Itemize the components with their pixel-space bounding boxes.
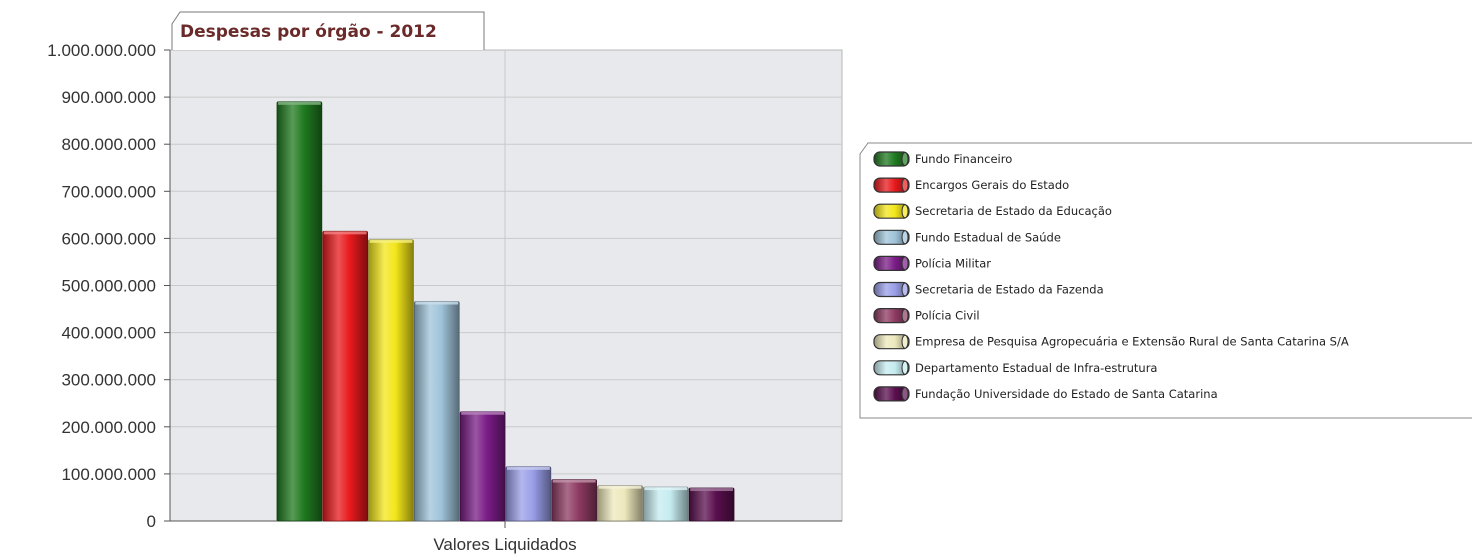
legend-swatch (873, 386, 910, 402)
y-tick-label: 300.000.000 (61, 371, 156, 390)
y-tick-label: 700.000.000 (61, 182, 156, 201)
legend-swatch (873, 229, 910, 245)
legend-swatch (873, 281, 910, 298)
bar-top-highlight (598, 485, 642, 489)
legend-label: Departamento Estadual de Infra-estrutura (915, 361, 1157, 375)
legend-item[interactable]: Fundo Estadual de Saúde (873, 229, 1061, 245)
legend-swatch (873, 334, 910, 350)
bar-top-highlight (369, 239, 413, 243)
legend-swatch-cap (901, 360, 909, 375)
bar-top-highlight (323, 231, 367, 235)
bar-5[interactable] (459, 411, 506, 522)
legend-label: Fundo Estadual de Saúde (915, 230, 1061, 244)
legend-swatch (873, 177, 910, 193)
legend-swatch-cap (901, 386, 909, 401)
legend-label: Encargos Gerais do Estado (915, 178, 1069, 192)
y-tick-label: 900.000.000 (61, 88, 156, 107)
bar-top-highlight (415, 301, 459, 305)
bar-1[interactable] (276, 101, 323, 522)
legend-swatch (873, 203, 910, 219)
legend-swatch-cap (901, 178, 909, 193)
legend-swatch (873, 308, 910, 324)
bar-top-highlight (690, 488, 733, 492)
chart-title: Despesas por órgão - 2012 (180, 22, 437, 42)
legend-swatch (873, 151, 910, 167)
y-tick-label: 1.000.000.000 (47, 41, 156, 60)
legend-item[interactable]: Polícia Civil (873, 308, 980, 324)
y-axis-ticks: 0 100.000.000 200.000.000 300.000.000 400.00… (47, 41, 170, 531)
bar-9[interactable] (643, 486, 689, 522)
legend-swatch-cap (901, 282, 909, 297)
legend-swatch-cap (901, 204, 909, 219)
legend-label: Polícia Civil (915, 309, 980, 323)
legend-label: Secretaria de Estado da Fazenda (915, 283, 1104, 297)
legend-label: Polícia Militar (915, 256, 991, 270)
bar-8[interactable] (597, 485, 643, 522)
legend-swatch-cap (901, 256, 909, 271)
y-tick-label: 500.000.000 (61, 277, 156, 296)
legend-label: Secretaria de Estado da Educação (915, 204, 1112, 218)
y-tick-label: 100.000.000 (61, 465, 156, 484)
legend-item[interactable]: Departamento Estadual de Infra-estrutura (873, 360, 1157, 376)
legend-label: Fundo Financeiro (915, 152, 1012, 166)
bar-top-highlight (552, 479, 596, 483)
legend-swatch (873, 255, 910, 271)
y-tick-label: 400.000.000 (61, 324, 156, 343)
legend-item[interactable]: Encargos Gerais do Estado (873, 177, 1069, 193)
bar-top-highlight (644, 487, 688, 491)
legend-swatch-cap (901, 230, 909, 245)
bar-10[interactable] (688, 487, 735, 522)
y-tick-label: 800.000.000 (61, 135, 156, 154)
x-axis-label: Valores Liquidados (433, 535, 576, 554)
bar-group (276, 101, 735, 522)
legend-swatch-cap (901, 308, 909, 323)
legend-swatch-cap (901, 152, 909, 166)
legend-item[interactable]: Secretaria de Estado da Educação (873, 203, 1112, 219)
y-tick-label: 600.000.000 (61, 229, 156, 248)
legend-item[interactable]: Polícia Militar (873, 255, 991, 271)
bar-top-highlight (278, 101, 321, 105)
bar-top-highlight (507, 466, 550, 470)
legend-swatch (873, 360, 910, 376)
legend-label: Empresa de Pesquisa Agropecuária e Exten… (915, 335, 1349, 349)
title-tab (171, 11, 485, 50)
legend-label: Fundação Universidade do Estado de Santa… (915, 387, 1218, 401)
legend-item[interactable]: Empresa de Pesquisa Agropecuária e Exten… (873, 334, 1349, 350)
y-tick-label: 200.000.000 (61, 418, 156, 437)
bar-7[interactable] (551, 479, 597, 522)
bar-6[interactable] (505, 466, 552, 522)
legend-item[interactable]: Secretaria de Estado da Fazenda (873, 281, 1104, 298)
legend: Fundo Financeiro Encargos Gerais do Estad… (873, 151, 1349, 402)
y-tick-label: 0 (147, 512, 156, 531)
legend-item[interactable]: Fundação Universidade do Estado de Santa… (873, 386, 1218, 402)
bar-3[interactable] (368, 239, 414, 522)
bar-4[interactable] (413, 301, 460, 522)
bar-top-highlight (461, 411, 504, 415)
legend-item[interactable]: Fundo Financeiro (873, 151, 1012, 167)
bar-2[interactable] (322, 230, 368, 522)
legend-swatch-cap (901, 334, 909, 349)
